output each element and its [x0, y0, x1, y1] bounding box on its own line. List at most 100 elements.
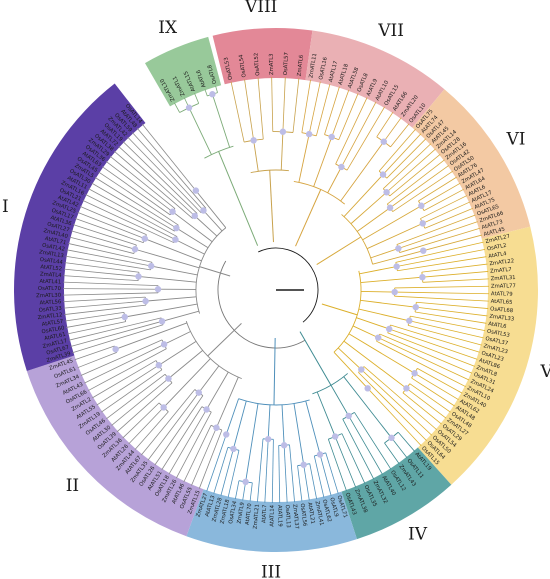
clade-numeral-vi: VI [505, 130, 525, 150]
leaf-branch [71, 230, 136, 250]
subclade-stem [343, 340, 407, 389]
clade-band-ix [145, 36, 222, 107]
subclade-stem [198, 365, 220, 393]
leaf-branch [396, 214, 476, 245]
leaf-branch [213, 447, 229, 494]
leaf-branch [394, 285, 489, 289]
leaf-branch [387, 332, 475, 367]
leaf-branch [399, 227, 480, 253]
subclade-stem [206, 371, 229, 410]
leaf-branch [127, 136, 202, 214]
leaf-branch [313, 455, 325, 498]
bootstrap-dot [242, 478, 249, 486]
subclade-stem [372, 250, 424, 265]
leaf-branch [422, 278, 489, 283]
subclade-stem [360, 276, 423, 284]
leaf-branch [77, 211, 145, 240]
leaf-branch [421, 182, 461, 207]
clade-stem-ii [207, 322, 242, 357]
leaf-branch [395, 241, 484, 263]
bootstrap-dot [160, 404, 167, 411]
bootstrap-dot [223, 431, 230, 438]
leaf-branch [390, 123, 410, 148]
bootstrap-dot [135, 273, 142, 280]
leaf-label: ZmATL18 [220, 498, 232, 524]
subclade-stem [245, 403, 259, 482]
subclade-stem [203, 210, 223, 232]
leaf-branch [227, 450, 240, 498]
bootstrap-dot [213, 424, 220, 431]
bootstrap-dot [169, 208, 176, 215]
bootstrap-dot [420, 247, 427, 254]
leaf-branch [191, 427, 217, 486]
leaf-branch [423, 234, 482, 252]
clade-band-ii [26, 355, 204, 537]
clade-stem-vii [295, 189, 322, 247]
leaf-branch [397, 256, 487, 272]
clade-arc-i [195, 227, 227, 314]
leaf-label: ZmATL33 [489, 314, 514, 323]
bootstrap-dot [418, 202, 425, 209]
leaf-label: AtATL41 [39, 279, 61, 286]
leaf-label: AtATL6 [488, 321, 508, 330]
bootstrap-dot [209, 91, 216, 98]
leaf-branch [116, 382, 173, 433]
leaf-branch [396, 248, 486, 267]
leaf-branch [354, 412, 392, 470]
leaf-label: OsATL52 [253, 52, 261, 76]
bootstrap-dot [121, 313, 128, 321]
leaf-label: ZmATL13 [39, 249, 65, 259]
leaf-branch [409, 383, 451, 413]
leaf-branch [391, 437, 408, 459]
bootstrap-nodes [112, 91, 427, 486]
subclade-stem [163, 331, 191, 345]
leaf-branch [264, 439, 269, 503]
leaf-branch [422, 201, 471, 224]
leaf-label: AtATL61 [44, 332, 67, 342]
subclade-stem [370, 248, 399, 259]
subclade-stem [358, 308, 410, 322]
leaf-branch [301, 79, 311, 133]
subclade-stem [356, 317, 390, 330]
clade-stem-v [321, 303, 358, 316]
leaf-branch [68, 317, 162, 341]
leaf-branch [72, 324, 164, 354]
leaf-label: ZmATL12 [37, 312, 62, 321]
leaf-branch [220, 448, 234, 496]
leaf-branch [378, 337, 470, 381]
leaf-branch [335, 97, 368, 165]
leaf-branch [398, 221, 478, 249]
leaf-label: ZmATL9 [237, 502, 246, 524]
bootstrap-dot [279, 128, 287, 135]
leaf-branch [91, 182, 175, 232]
clade-band-viii [212, 27, 313, 85]
leaf-branch [327, 439, 347, 492]
leaf-label: AtATL79 [491, 291, 513, 297]
subclade-stem [211, 94, 231, 148]
leaf-label: AtATL56 [39, 299, 62, 306]
subclade-stem [359, 266, 397, 275]
leaf-branch [424, 208, 473, 229]
bootstrap-dot [200, 207, 207, 214]
leaf-branch [230, 81, 245, 143]
leaf-branch [338, 93, 359, 140]
leaf-branch [102, 166, 171, 216]
subclade-stem [352, 325, 379, 339]
leaf-branch [128, 407, 164, 445]
clade-stem-iv [299, 331, 332, 386]
leaf-branch [389, 165, 450, 209]
leaf-label: ZmATL22 [489, 258, 514, 267]
leaf-branch [278, 445, 281, 503]
subclade-stem [161, 310, 199, 322]
subclade-stem [253, 140, 259, 172]
bootstrap-dot [388, 434, 395, 442]
leaf-branch [297, 465, 303, 502]
leaf-label: OsATL62 [321, 499, 332, 523]
bootstrap-dot [195, 389, 202, 396]
leaf-label: AtATL52 [40, 264, 62, 272]
leaf-label: OsATL16 [318, 56, 329, 80]
leaf-label: AtATL21 [306, 502, 315, 524]
leaf-label: OsATL53 [223, 57, 234, 81]
leaf-branch [73, 224, 137, 246]
bootstrap-dot [395, 245, 402, 252]
